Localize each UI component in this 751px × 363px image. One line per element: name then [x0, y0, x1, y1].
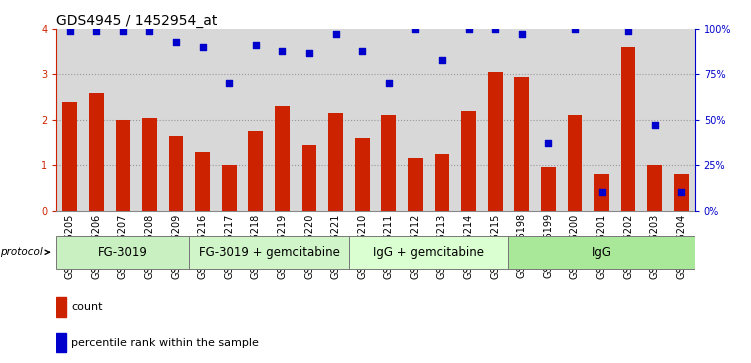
Bar — [142, 118, 157, 211]
Point — [516, 32, 528, 37]
Bar — [56, 297, 66, 317]
Bar — [249, 131, 263, 211]
Point — [90, 28, 102, 34]
Point — [622, 28, 634, 34]
Point — [596, 189, 608, 195]
Point — [436, 57, 448, 63]
Bar — [116, 120, 130, 211]
Point — [117, 28, 129, 34]
Text: FG-3019 + gemcitabine: FG-3019 + gemcitabine — [199, 246, 339, 259]
Point — [250, 42, 262, 48]
Text: FG-3019: FG-3019 — [98, 246, 148, 259]
Bar — [169, 136, 183, 211]
Point — [489, 26, 501, 32]
Bar — [647, 165, 662, 211]
Bar — [302, 145, 316, 211]
Text: IgG + gemcitabine: IgG + gemcitabine — [373, 246, 484, 259]
Point — [675, 189, 687, 195]
Bar — [621, 47, 635, 211]
Bar — [56, 333, 66, 352]
Bar — [594, 174, 609, 211]
Bar — [435, 154, 449, 211]
Point — [649, 122, 661, 128]
Bar — [461, 111, 476, 211]
Text: count: count — [71, 302, 103, 312]
Bar — [541, 167, 556, 211]
Bar — [62, 102, 77, 211]
Text: percentile rank within the sample: percentile rank within the sample — [71, 338, 259, 348]
Point — [383, 81, 395, 86]
Point — [542, 140, 554, 146]
Text: IgG: IgG — [592, 246, 611, 259]
Point — [330, 32, 342, 37]
Bar — [488, 72, 502, 211]
Bar — [508, 236, 695, 269]
Bar — [222, 165, 237, 211]
Point — [409, 26, 421, 32]
Bar — [674, 174, 689, 211]
Bar — [195, 152, 210, 211]
Bar — [189, 236, 349, 269]
Point — [223, 81, 235, 86]
Bar — [355, 138, 369, 211]
Point — [170, 39, 182, 45]
Bar — [89, 93, 104, 211]
Bar — [56, 236, 189, 269]
Bar — [514, 77, 529, 211]
Point — [463, 26, 475, 32]
Point — [276, 48, 288, 54]
Bar — [275, 106, 290, 211]
Bar — [408, 158, 423, 211]
Point — [197, 44, 209, 50]
Bar — [328, 113, 343, 211]
Bar — [349, 236, 508, 269]
Point — [569, 26, 581, 32]
Point — [143, 28, 155, 34]
Text: GDS4945 / 1452954_at: GDS4945 / 1452954_at — [56, 14, 218, 28]
Text: protocol: protocol — [0, 247, 50, 257]
Point — [356, 48, 368, 54]
Point — [64, 28, 76, 34]
Bar — [382, 115, 396, 211]
Bar — [568, 115, 582, 211]
Point — [303, 50, 315, 56]
